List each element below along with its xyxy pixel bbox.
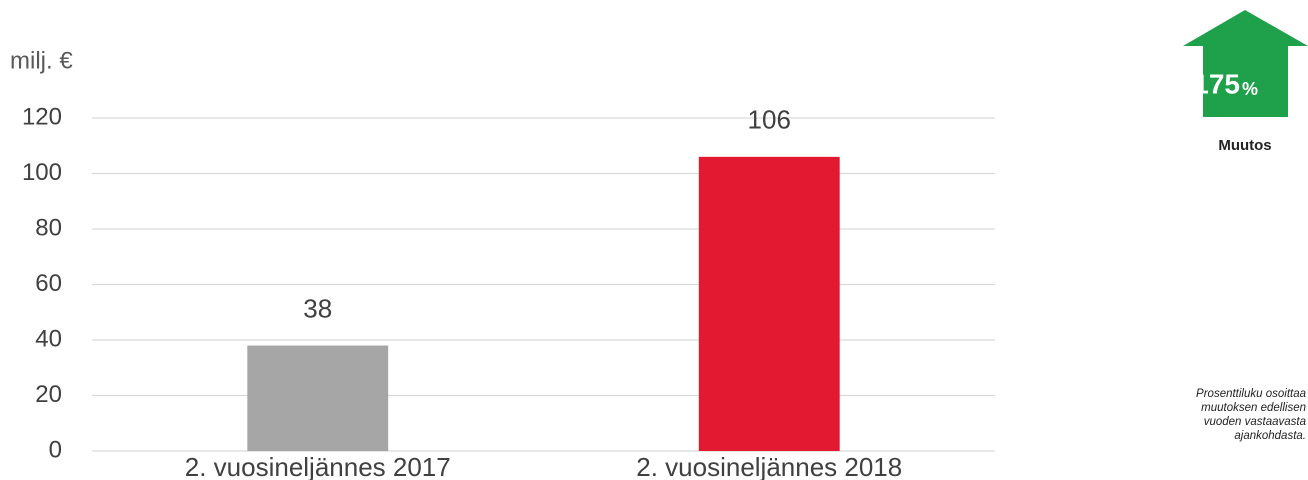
change-arrow bbox=[1183, 10, 1308, 117]
note-line: Prosenttiluku osoittaa bbox=[1196, 388, 1306, 400]
change-unit: % bbox=[1242, 79, 1258, 99]
x-tick-label: 2. vuosineljännes 2018 bbox=[636, 452, 902, 480]
note-line: muutoksen edellisen bbox=[1201, 402, 1306, 414]
y-tick-label: 120 bbox=[22, 103, 62, 130]
bar bbox=[247, 345, 389, 451]
change-value: 175 bbox=[1193, 68, 1240, 99]
y-tick-label: 100 bbox=[22, 159, 62, 186]
y-tick-label: 80 bbox=[35, 214, 62, 241]
note-line: vuoden vastaavasta bbox=[1204, 416, 1306, 428]
bar bbox=[698, 156, 840, 451]
data-label: 106 bbox=[748, 105, 791, 135]
data-label: 38 bbox=[303, 293, 332, 323]
x-tick-label: 2. vuosineljännes 2017 bbox=[185, 452, 451, 480]
y-tick-label: 20 bbox=[35, 381, 62, 408]
y-tick-label: 0 bbox=[49, 436, 62, 463]
note-line: ajankohdasta. bbox=[1234, 430, 1306, 442]
change-label: Muutos bbox=[1218, 137, 1271, 154]
axis-unit: milj. € bbox=[10, 47, 73, 74]
y-tick-label: 40 bbox=[35, 325, 62, 352]
y-tick-label: 60 bbox=[35, 270, 62, 297]
